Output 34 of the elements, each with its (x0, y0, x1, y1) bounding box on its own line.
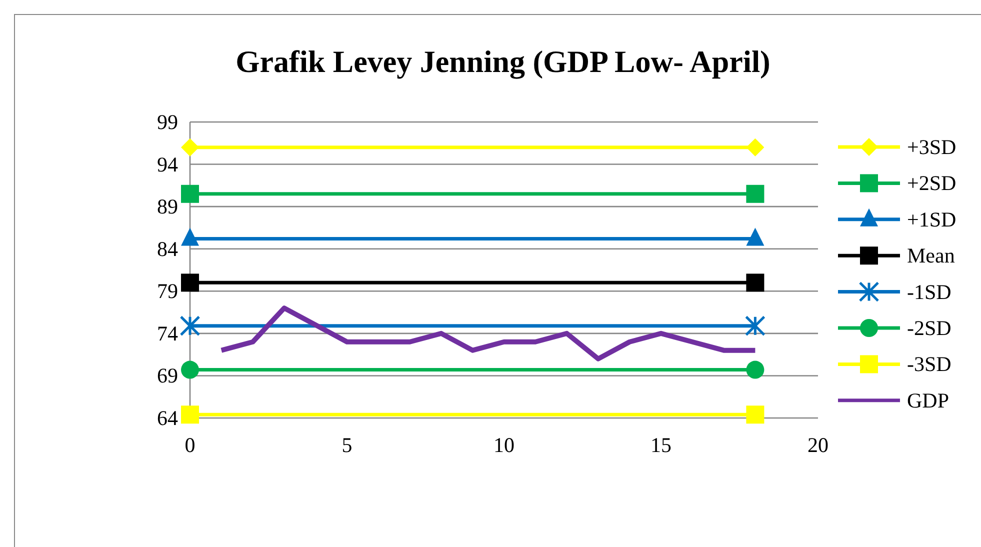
point (746, 274, 764, 292)
legend-label: +3SD (907, 135, 956, 159)
y-tick-label: 69 (157, 364, 178, 388)
point (746, 184, 764, 203)
x-tick-label: 10 (494, 433, 514, 457)
y-tick-label: 74 (157, 321, 178, 346)
point (746, 360, 764, 379)
point (181, 138, 199, 156)
y-tick-label: 94 (157, 152, 178, 176)
point (744, 316, 766, 336)
x-tick-label: 20 (808, 433, 828, 457)
legend-label: +1SD (907, 207, 956, 232)
legend-label: +2SD (907, 171, 956, 196)
point (746, 138, 764, 156)
x-tick-label: 0 (184, 433, 196, 457)
legend-label: -2SD (907, 316, 952, 340)
point (746, 406, 764, 424)
x-tick-label: 5 (342, 433, 352, 457)
legend-label: -3SD (907, 352, 952, 376)
point (180, 316, 200, 336)
legend-label: -1SD (907, 280, 952, 304)
point (181, 274, 199, 292)
y-tick-label: 84 (157, 236, 178, 261)
x-tick-label: 15 (650, 433, 672, 457)
point (181, 360, 199, 379)
point (181, 184, 199, 203)
y-tick-label: 89 (157, 194, 178, 219)
point (181, 406, 199, 424)
legend-label: Mean (907, 244, 956, 268)
legend-label: GDP (907, 388, 950, 412)
y-tick-label: 79 (157, 279, 178, 304)
chart-title: Grafik Levey Jenning (GDP Low- April) (236, 44, 770, 79)
y-tick-label: 64 (157, 406, 178, 430)
y-tick-label: 99 (157, 110, 178, 134)
